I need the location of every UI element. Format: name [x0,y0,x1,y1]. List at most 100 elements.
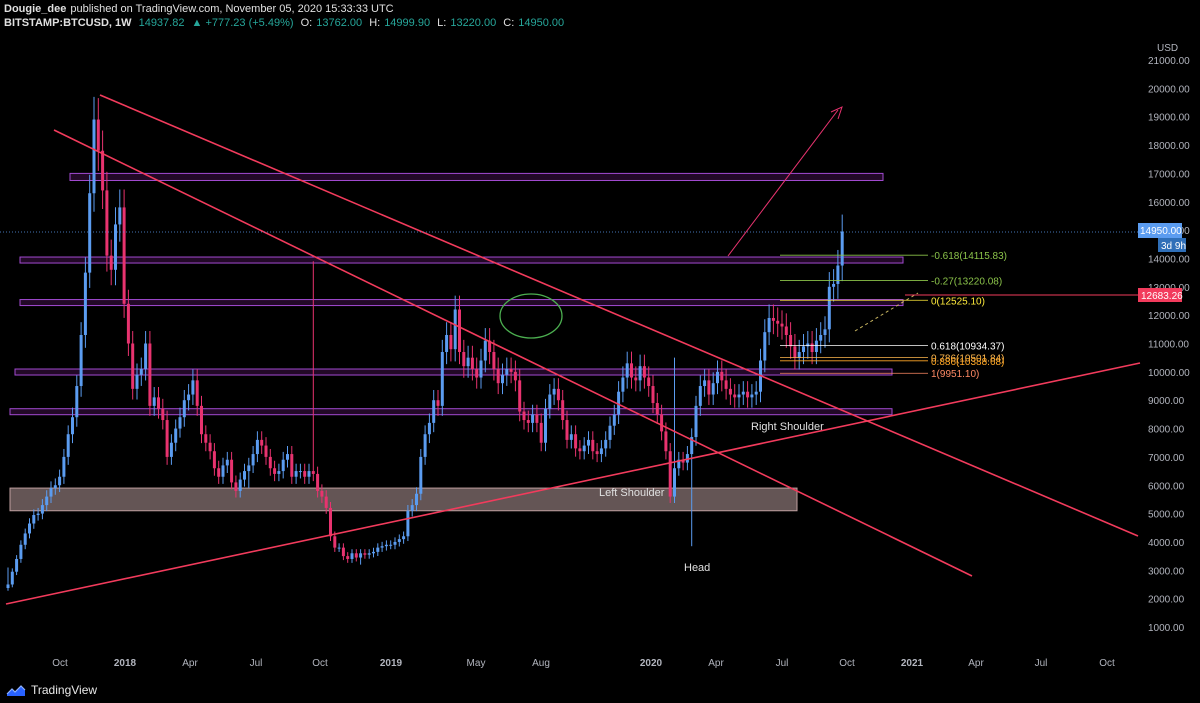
fib-label-4: 0.786(10501.84) [931,354,1004,365]
candle-body [126,303,130,344]
candle-body [419,456,423,494]
trendline-lower-descending[interactable] [53,129,973,577]
x-tick-label: Oct [52,658,68,669]
zone-4[interactable] [9,408,893,416]
candle-body [810,343,814,353]
candle-body [346,556,350,559]
highlight-ellipse[interactable] [499,293,563,339]
candle-body [733,394,737,398]
candle-body [372,551,375,554]
candle-body [359,553,363,558]
candle-body [509,369,513,372]
candle-body [634,377,638,381]
tradingview-branding[interactable]: TradingView [6,681,97,699]
fib-label-6: 1(9951.10) [931,369,979,380]
candle-body [148,343,152,406]
candle-body [488,340,492,353]
candle-body [294,471,298,477]
candle-body [526,420,530,423]
candle-body [793,346,797,358]
zone-5[interactable] [9,487,798,512]
candle-body [806,343,810,347]
open-value: 13762.00 [316,17,363,29]
candle-body [599,448,603,455]
candle-body [746,391,750,398]
candle-body [750,394,754,398]
fibonacci-levels[interactable]: -0.618(14115.83) -0.27(13220.08) 0(12525.1… [780,251,1007,380]
trendline-upper-descending[interactable] [99,94,1139,537]
candle-body [88,193,92,273]
candle-body [389,544,393,546]
zone-3[interactable] [14,368,893,376]
candle-body [66,434,70,457]
candle-body [561,400,565,421]
candle-body [440,352,444,406]
y-tick-label: 10000.00 [1148,368,1190,379]
time-axis[interactable]: Oct 2018 Apr Jul Oct 2019 May Aug 2020 Apr Jul Oct 2… [52,658,1115,669]
zone-0[interactable] [69,172,884,181]
low-value: 13220.00 [450,17,497,29]
candle-body [458,309,461,353]
candle-body [574,434,578,449]
x-tick-label: Jul [250,658,263,669]
candle-body [397,539,401,542]
y-tick-label: 11000.00 [1148,340,1189,351]
candle-body [217,468,221,477]
candle-body [36,513,40,516]
x-tick-label: Apr [708,658,724,669]
symbol-label[interactable]: BITSTAMP:BTCUSD, 1W [4,17,132,29]
y-tick-label: 5000.00 [1148,510,1185,521]
x-tick-label: 2021 [901,658,924,669]
candle-body [286,454,289,460]
candle-body [638,366,642,381]
candle-body [617,391,621,415]
target-arrow[interactable] [727,109,839,257]
candle-body [114,224,117,270]
x-tick-label: Apr [968,658,984,669]
fib-label-3: 0.618(10934.37) [931,341,1004,352]
zone-2[interactable] [19,299,904,307]
candle-body [720,371,724,381]
x-tick-label: 2019 [380,658,403,669]
price-axis[interactable]: 1000.00 2000.00 3000.00 4000.00 5000.00 6000.… [1148,56,1190,634]
candle-body [58,476,62,486]
candle-body [660,414,664,432]
countdown-tag-text: 3d 9h [1161,241,1186,252]
x-tick-label: May [467,658,486,669]
candle-body [690,437,694,455]
candle-body [625,363,629,378]
candle-body [784,326,788,335]
candle-body [544,408,547,443]
candle-body [367,553,371,555]
x-tick-label: Jul [1035,658,1048,669]
candle-body [707,380,711,395]
candle-body [298,471,302,473]
candle-body [118,207,122,225]
candle-body [191,380,195,395]
y-tick-label: 21000.00 [1148,56,1190,67]
candle-body [225,459,229,466]
candle-body [462,352,466,367]
candle-body [62,456,66,477]
right-shoulder-label: Right Shoulder [751,421,824,433]
trendline-ascending[interactable] [5,362,1141,605]
candle-body [612,414,616,426]
last-price-tag-text: 14950.00 [1140,226,1182,237]
candle-body [427,422,431,435]
candle-body [260,439,264,446]
candle-body [531,414,535,423]
trendlines[interactable] [5,94,1141,605]
zone-1[interactable] [19,256,904,264]
candle-body [268,456,272,469]
y-tick-label: 6000.00 [1148,481,1185,492]
candle-body [182,400,186,418]
candle-body [187,394,191,401]
candle-body [354,553,358,558]
author-name[interactable]: Dougie_dee [4,3,67,15]
price-change: ▲ +777.23 (+5.49%) [191,17,294,29]
candle-body [212,451,216,469]
candle-body [337,547,341,549]
candle-body [135,374,139,389]
candle-body [221,465,225,477]
